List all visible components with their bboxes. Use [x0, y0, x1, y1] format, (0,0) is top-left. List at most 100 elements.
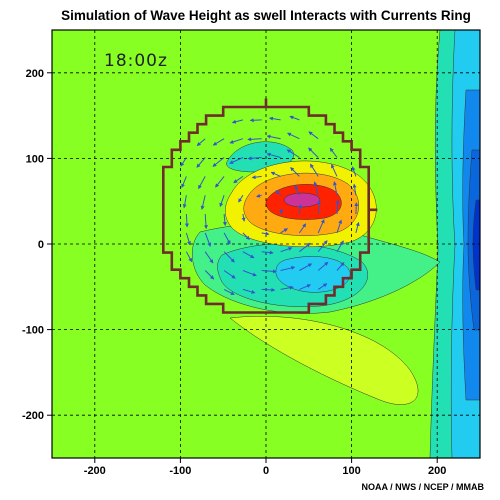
current-vector — [332, 181, 338, 196]
contour-lower-swell — [229, 316, 419, 405]
current-vector — [229, 138, 244, 144]
current-vector — [280, 266, 296, 271]
current-vector — [308, 131, 319, 140]
current-vector — [280, 228, 288, 234]
current-vector — [329, 147, 338, 158]
current-vector — [247, 156, 262, 161]
current-vectors — [180, 115, 360, 296]
current-vector — [204, 232, 211, 247]
current-vector — [249, 118, 262, 123]
current-vector — [182, 195, 187, 209]
current-vector — [299, 284, 312, 290]
timestamp-label: 18:00z — [104, 51, 168, 71]
current-vector — [352, 183, 357, 196]
current-vector — [242, 270, 257, 277]
y-tick-label: 100 — [26, 153, 44, 165]
current-vector — [266, 152, 281, 158]
current-vector — [331, 163, 338, 177]
current-vector — [294, 185, 300, 196]
current-vector — [251, 175, 262, 180]
current-vector — [247, 137, 262, 142]
current-vector — [355, 221, 360, 234]
current-vector — [275, 190, 281, 196]
current-vector — [223, 232, 231, 245]
current-vector — [231, 119, 244, 124]
contour-right-core — [472, 199, 480, 291]
current-vector — [242, 232, 250, 240]
current-vector — [180, 157, 187, 167]
current-vector — [204, 270, 215, 280]
current-vector — [212, 157, 225, 167]
current-vector — [279, 208, 284, 215]
current-vector — [222, 213, 227, 227]
current-vector — [196, 138, 206, 147]
current-vector — [204, 251, 214, 264]
current-vector — [317, 199, 322, 215]
current-vector — [270, 171, 281, 177]
x-tick-label: -100 — [169, 465, 191, 477]
current-vector — [286, 149, 300, 158]
current-vector — [223, 270, 236, 279]
current-vector — [238, 194, 244, 203]
current-vector — [185, 232, 191, 246]
current-vector — [261, 269, 277, 274]
current-vector — [212, 138, 225, 146]
current-vector — [242, 251, 255, 259]
current-vector — [308, 147, 319, 158]
current-vector — [184, 213, 189, 228]
current-vector — [181, 176, 187, 189]
current-vector — [309, 163, 319, 177]
current-vector — [266, 134, 281, 140]
x-tick-label: 0 — [263, 465, 269, 477]
current-vector — [298, 203, 303, 215]
y-tick-label: 200 — [26, 68, 44, 80]
current-vector — [286, 132, 300, 140]
current-vector — [299, 242, 311, 253]
y-tick-label: 0 — [38, 239, 44, 251]
chart-title: Simulation of Wave Height as swell Inter… — [61, 8, 471, 23]
x-tick-label: 200 — [428, 465, 446, 477]
current-vector — [280, 285, 294, 290]
axis-ticks: -200 -100 0 100 200 200 100 0 -100 -200 — [22, 68, 446, 477]
currents-ring-boundary — [162, 98, 378, 314]
current-vector — [219, 195, 225, 208]
current-vector — [280, 247, 293, 253]
current-vector — [336, 261, 345, 271]
y-tick-label: -100 — [22, 325, 44, 337]
contour-wave-maximum — [225, 160, 377, 248]
current-vector — [223, 288, 235, 296]
current-vector — [317, 219, 325, 234]
current-vector — [336, 240, 344, 252]
current-vector — [317, 261, 329, 271]
contour-low-cyan — [275, 256, 351, 293]
x-tick-label: 100 — [342, 465, 360, 477]
current-vector — [298, 223, 307, 234]
current-vector — [268, 116, 281, 121]
current-vector — [317, 283, 328, 290]
x-tick-label: -200 — [84, 465, 106, 477]
current-vector — [289, 115, 300, 121]
current-vector — [317, 240, 328, 253]
current-vector — [313, 181, 319, 196]
current-vector — [203, 213, 208, 230]
current-vector — [198, 176, 206, 190]
current-vector — [351, 166, 357, 177]
current-vector — [196, 157, 206, 168]
current-vector — [215, 176, 225, 188]
current-vector — [354, 202, 359, 215]
current-vector — [242, 288, 256, 294]
y-tick-label: -200 — [22, 410, 44, 422]
current-vector — [261, 250, 274, 255]
current-vector — [241, 213, 246, 222]
grid-lines — [52, 30, 480, 458]
current-vector — [290, 167, 300, 177]
current-vector — [229, 157, 244, 164]
current-vector — [261, 231, 270, 236]
current-vector — [261, 287, 276, 292]
current-vector — [256, 193, 262, 198]
current-vector — [200, 195, 206, 210]
current-vector — [223, 251, 235, 263]
current-vector — [335, 199, 340, 215]
current-vector — [336, 219, 343, 234]
